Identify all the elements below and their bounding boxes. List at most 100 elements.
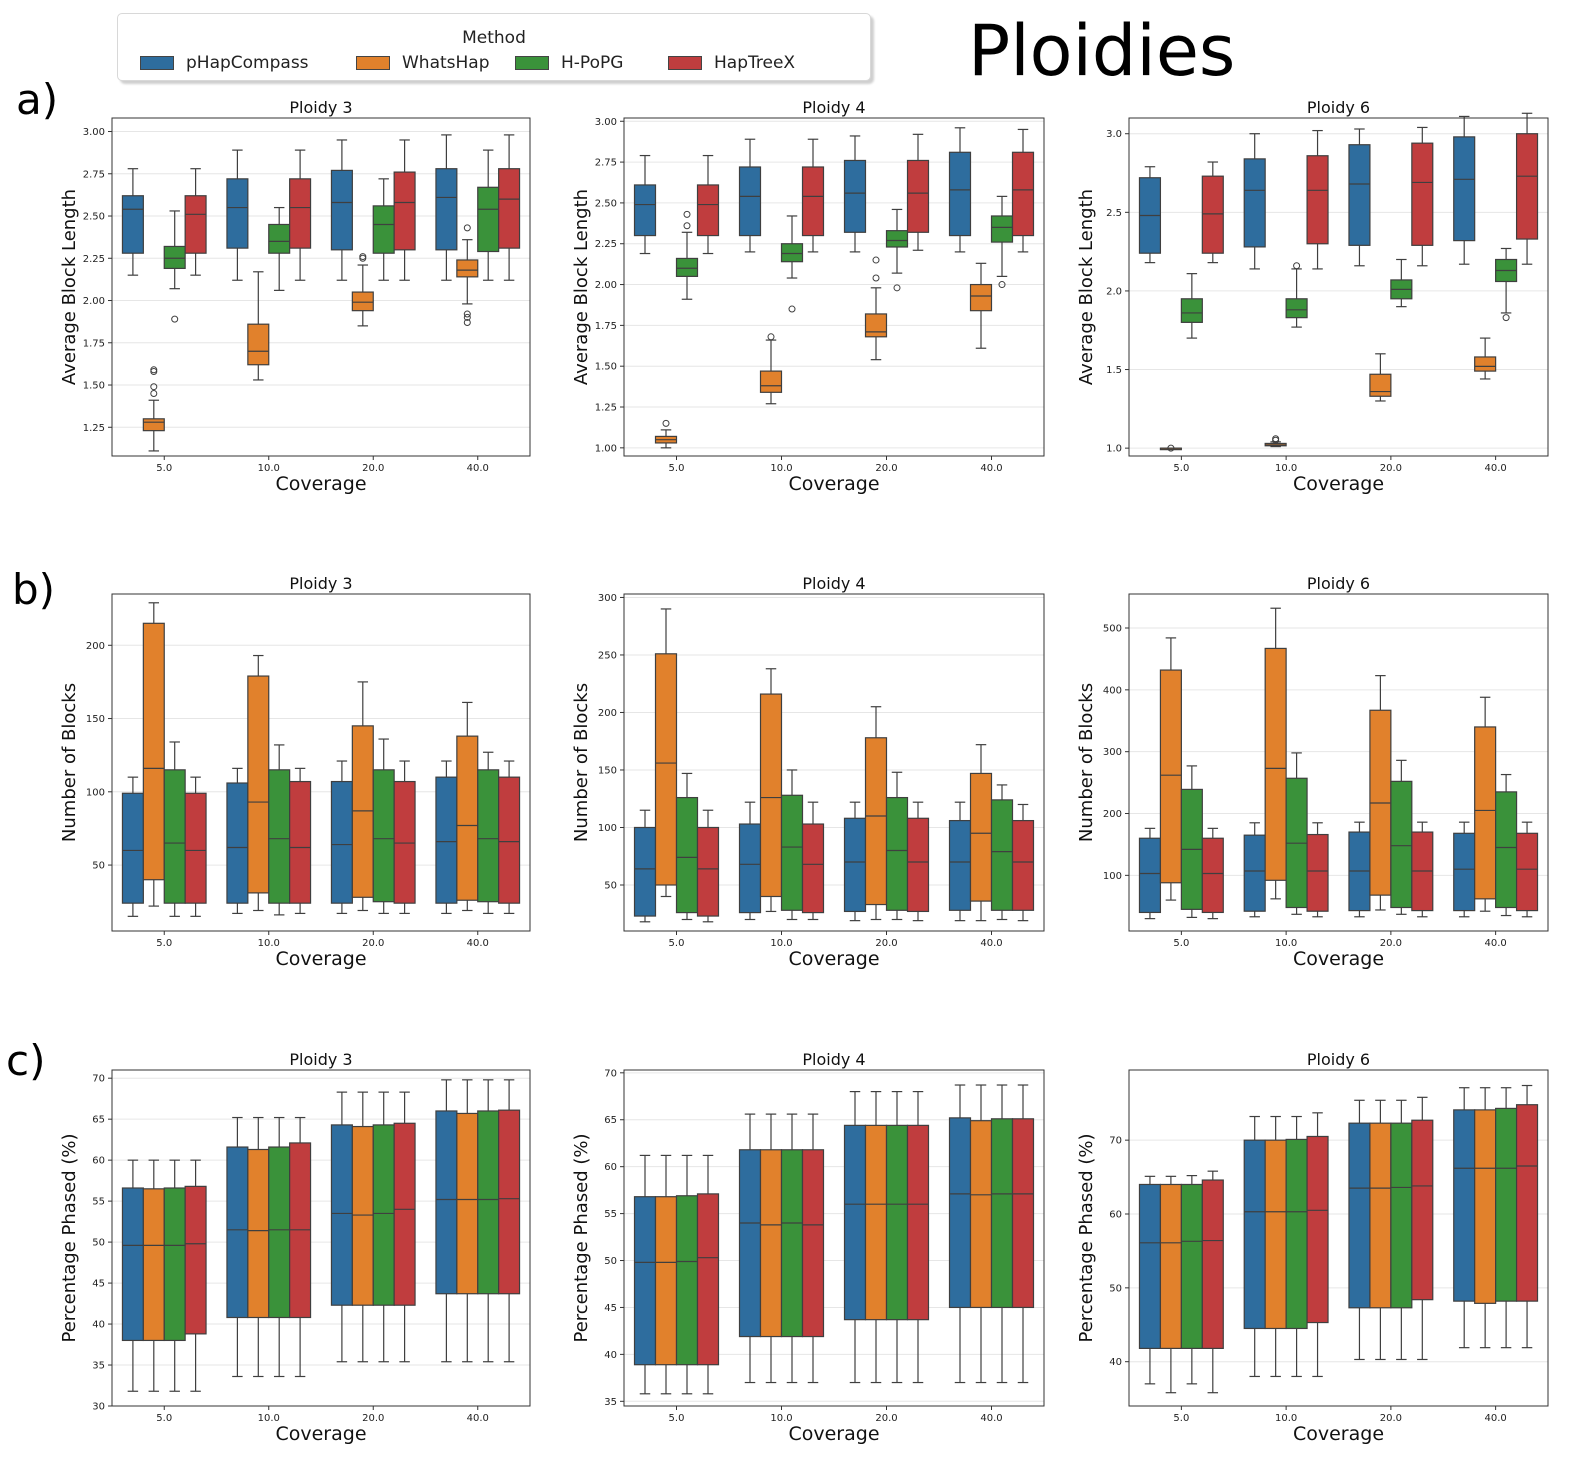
y-tick-label: 70 — [92, 1074, 105, 1085]
legend-item-whatshap: WhatsHap — [356, 52, 490, 74]
panel-a-ploidy-3: 1.25 1.50 1.75 2.00 2.25 2.50 2.75 3.00 5.0 10.0 2… — [59, 98, 531, 495]
x-tick-label: 5.0 — [669, 1413, 685, 1424]
y-tick-label: 500 — [1103, 624, 1122, 635]
y-tick-label: 2.00 — [595, 280, 617, 291]
x-axis-label: Coverage — [1293, 1423, 1384, 1445]
y-tick-label: 400 — [1103, 685, 1122, 696]
box-haptreex — [801, 166, 825, 237]
y-axis-label: Percentage Phased (%) — [571, 1133, 592, 1342]
legend-swatch-haptreex — [668, 56, 702, 70]
panel-a-ploidy-6: 1.0 1.5 2.0 2.5 3.0 5.0 10.0 20.0 40.0 Ploidy 6 Co… — [1076, 98, 1549, 495]
y-axis-label: Average Block Length — [59, 189, 80, 385]
y-tick-label: 2.75 — [595, 158, 617, 169]
box-haptreex — [393, 780, 416, 904]
box-phapcompass — [843, 817, 867, 913]
box-h-popg — [675, 1195, 699, 1366]
x-tick-label: 10.0 — [258, 1413, 280, 1424]
box-whatshap — [142, 418, 165, 432]
box-whatshap — [1264, 1139, 1287, 1330]
box-haptreex — [184, 792, 207, 904]
box-whatshap — [1474, 1109, 1497, 1304]
box-phapcompass — [948, 151, 972, 237]
figure-title: Ploidies — [968, 10, 1236, 92]
outlier-h-popg — [788, 305, 796, 313]
x-axis-label: Coverage — [788, 1423, 879, 1445]
box-haptreex — [1201, 1179, 1224, 1349]
y-tick-label: 65 — [92, 1115, 105, 1126]
box-haptreex — [393, 171, 416, 251]
panel-title: Ploidy 3 — [289, 1050, 352, 1069]
box-whatshap — [759, 1149, 783, 1338]
plot-frame — [623, 117, 1045, 457]
box-haptreex — [696, 184, 720, 237]
box-h-popg — [1180, 298, 1203, 323]
box-phapcompass — [738, 823, 762, 914]
x-tick-label: 40.0 — [1484, 938, 1506, 949]
y-tick-label: 35 — [604, 1397, 617, 1408]
x-tick-label: 20.0 — [875, 938, 897, 949]
box-phapcompass — [226, 1146, 249, 1319]
box-h-popg — [1180, 1183, 1203, 1350]
box-phapcompass — [843, 159, 867, 233]
box-whatshap — [247, 675, 270, 894]
y-tick-label: 60 — [92, 1156, 105, 1167]
box-h-popg — [1390, 1122, 1413, 1309]
box-h-popg — [1285, 298, 1308, 319]
x-tick-label: 20.0 — [1380, 463, 1402, 474]
panel-title: Ploidy 6 — [1307, 1050, 1370, 1069]
box-haptreex — [184, 1185, 207, 1335]
outlier-whatshap — [463, 310, 471, 318]
plot-frame — [623, 1069, 1045, 1407]
x-tick-label: 5.0 — [1173, 1413, 1189, 1424]
plot-frame — [111, 117, 531, 457]
box-whatshap — [456, 259, 479, 278]
box-whatshap — [456, 1112, 479, 1295]
y-tick-label: 40 — [604, 1350, 617, 1361]
box-haptreex — [1411, 1119, 1434, 1301]
y-axis-label: Percentage Phased (%) — [1076, 1133, 1097, 1342]
y-tick-label: 1.5 — [1106, 365, 1122, 376]
plot-frame — [1128, 117, 1549, 457]
box-phapcompass — [738, 1149, 762, 1338]
box-phapcompass — [843, 1124, 867, 1321]
outlier-whatshap — [872, 274, 880, 282]
box-haptreex — [696, 1193, 720, 1366]
plot-frame — [623, 593, 1045, 932]
box-phapcompass — [1453, 832, 1476, 912]
outlier-h-popg — [683, 222, 691, 230]
y-tick-label: 200 — [86, 641, 105, 652]
x-tick-label: 40.0 — [467, 463, 489, 474]
box-h-popg — [780, 243, 804, 263]
box-whatshap — [654, 653, 678, 886]
y-tick-label: 3.00 — [83, 127, 105, 138]
outlier-h-popg — [171, 315, 179, 323]
y-tick-label: 35 — [92, 1361, 105, 1372]
y-axis-label: Number of Blocks — [571, 683, 592, 842]
y-tick-label: 1.50 — [595, 362, 617, 373]
y-tick-label: 2.50 — [83, 212, 105, 223]
y-tick-label: 55 — [92, 1197, 105, 1208]
box-h-popg — [372, 1124, 395, 1306]
y-tick-label: 2.50 — [595, 198, 617, 209]
box-phapcompass — [738, 166, 762, 237]
box-haptreex — [1306, 833, 1329, 912]
box-h-popg — [163, 245, 186, 270]
outlier-whatshap — [463, 318, 471, 326]
row-label-a: a) — [16, 75, 58, 124]
y-tick-label: 2.25 — [595, 239, 617, 250]
x-tick-label: 5.0 — [156, 938, 172, 949]
box-haptreex — [906, 817, 930, 913]
x-tick-label: 40.0 — [1484, 463, 1506, 474]
outlier-whatshap — [872, 256, 880, 264]
box-phapcompass — [330, 780, 353, 904]
x-axis-label: Coverage — [275, 473, 366, 495]
outlier-whatshap — [359, 253, 367, 261]
y-tick-label: 45 — [604, 1303, 617, 1314]
box-phapcompass — [1348, 144, 1371, 246]
y-tick-label: 2.00 — [83, 296, 105, 307]
y-tick-label: 2.25 — [83, 254, 105, 265]
box-whatshap — [1159, 1183, 1182, 1350]
box-haptreex — [1306, 1135, 1329, 1324]
box-whatshap — [456, 735, 479, 901]
